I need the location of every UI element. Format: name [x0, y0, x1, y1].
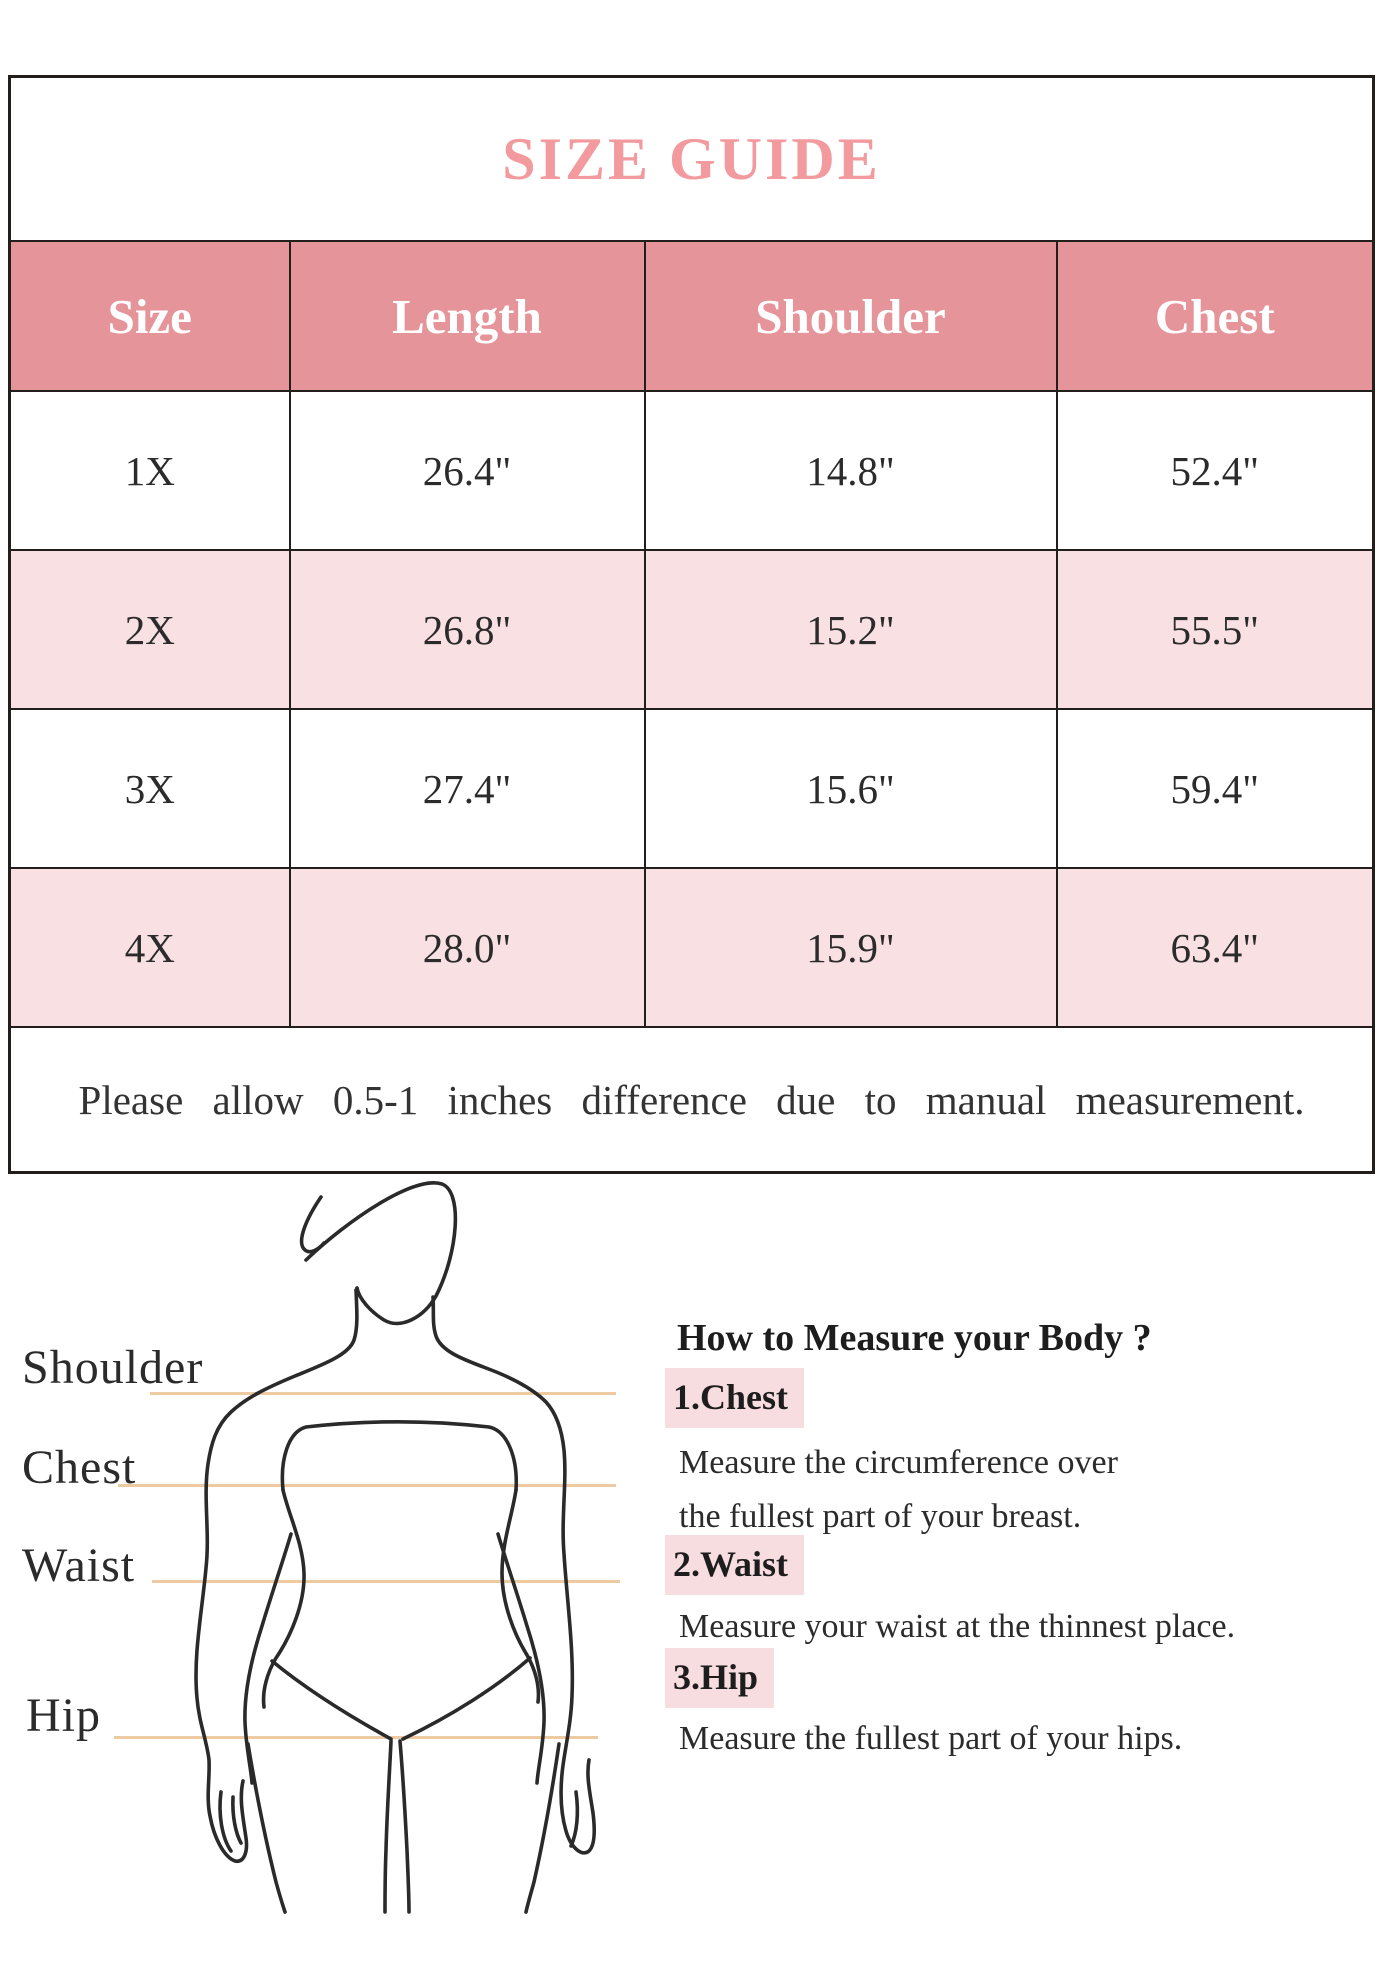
cell-size: 2X [8, 549, 291, 710]
cell-shoulder: 14.8" [643, 390, 1058, 551]
bikini-left [270, 1659, 393, 1741]
label-chest: Chest [22, 1441, 137, 1494]
measurement-note: Please allow 0.5-1 inches difference due… [8, 1026, 1375, 1174]
left-inner-arm [243, 1532, 293, 1785]
strapless-top [280, 1419, 519, 1492]
hair-face-stroke [304, 1181, 458, 1326]
cell-size: 3X [8, 708, 291, 869]
cell-chest: 63.4" [1055, 867, 1375, 1028]
column-header-chest: Chest [1055, 240, 1375, 392]
instructions-heading: How to Measure your Body ? [677, 1317, 1152, 1359]
column-header-shoulder: Shoulder [643, 240, 1058, 392]
cell-shoulder: 15.6" [643, 708, 1058, 869]
left-torso [261, 1488, 306, 1709]
waist-measure-line [152, 1580, 620, 1583]
left-hand-fingers [218, 1790, 233, 1853]
instruction-label-chest: 1.Chest [665, 1368, 804, 1428]
cell-length: 27.4" [288, 708, 646, 869]
bikini-right [401, 1656, 532, 1741]
table-row: 4X 28.0" 15.9" 63.4" [8, 867, 1375, 1028]
instruction-label-waist: 2.Waist [665, 1535, 805, 1595]
right-neck-shoulder-arm [431, 1295, 596, 1855]
label-shoulder: Shoulder [22, 1341, 204, 1394]
right-outer-leg [524, 1742, 561, 1914]
cell-length: 28.0" [288, 867, 646, 1028]
table-row: 1X 26.4" 14.8" 52.4" [8, 390, 1375, 551]
table-row: 3X 27.4" 15.6" 59.4" [8, 708, 1375, 869]
right-hand-fingers [569, 1790, 580, 1848]
title-row: SIZE GUIDE [8, 75, 1375, 242]
cell-length: 26.8" [288, 549, 646, 710]
cell-length: 26.4" [288, 390, 646, 551]
cell-chest: 59.4" [1055, 708, 1375, 869]
cell-chest: 52.4" [1055, 390, 1375, 551]
instruction-text: Measure your waist at the thinnest place… [679, 1608, 1236, 1645]
cell-chest: 55.5" [1055, 549, 1375, 710]
right-torso [500, 1488, 541, 1704]
instruction-text: Measure the circumference over [679, 1444, 1118, 1481]
instruction-label-hip: 3.Hip [665, 1648, 775, 1708]
instruction-text: Measure the fullest part of your hips. [679, 1720, 1183, 1757]
cell-shoulder: 15.9" [643, 867, 1058, 1028]
size-table: SIZE GUIDE Size Length Shoulder Chest 1X… [8, 75, 1376, 1174]
table-header-row: Size Length Shoulder Chest [8, 240, 1375, 392]
instruction-text: the fullest part of your breast. [679, 1498, 1082, 1535]
left-inner-leg [383, 1739, 393, 1914]
column-header-size: Size [8, 240, 291, 392]
cell-size: 1X [8, 390, 291, 551]
table-row: 2X 26.8" 15.2" 55.5" [8, 549, 1375, 710]
left-hand-fingers [231, 1795, 243, 1845]
chest-measure-line [118, 1484, 616, 1487]
shoulder-measure-line [150, 1392, 616, 1395]
note-row: Please allow 0.5-1 inches difference due… [8, 1026, 1375, 1174]
label-waist: Waist [22, 1539, 136, 1592]
hair-stroke [299, 1195, 326, 1254]
cell-shoulder: 15.2" [643, 549, 1058, 710]
column-header-length: Length [288, 240, 646, 392]
left-outer-leg [246, 1742, 287, 1914]
left-neck-shoulder-arm [194, 1288, 359, 1863]
page-title: SIZE GUIDE [502, 125, 881, 192]
hip-measure-line [114, 1736, 598, 1739]
right-inner-arm [496, 1532, 546, 1785]
body-figure-illustration [194, 1181, 596, 1914]
label-hip: Hip [26, 1689, 101, 1742]
cell-size: 4X [8, 867, 291, 1028]
right-inner-leg [398, 1739, 411, 1914]
